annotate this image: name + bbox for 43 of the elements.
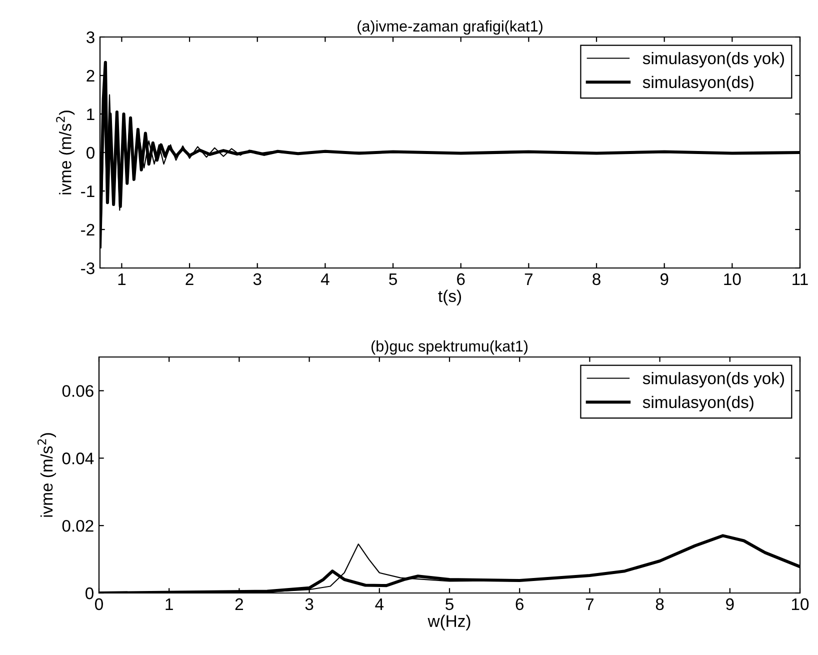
x-tick-label: 7 [524,273,532,285]
x-tick-label: 2 [235,598,243,610]
x-tick-label: 10 [792,598,809,610]
x-tick-label: 8 [656,598,664,610]
x-tick-label: 7 [586,598,594,610]
legend-label: simulasyon(ds) [642,76,754,92]
x-tick-label: 3 [305,598,314,610]
x-tick-label: 0 [95,598,103,610]
x-tick-label: 8 [592,273,600,286]
x-tick-label: 6 [457,273,465,286]
x-tick-label: 3 [253,273,262,286]
y-tick-label: 0 [86,146,94,159]
y-tick-label: 0 [86,587,94,600]
y-tick-label: -3 [81,262,94,274]
legend-label: simulasyon(ds yok) [642,52,784,68]
x-tick-label: 5 [446,598,454,610]
x-tick-label: 2 [186,273,194,285]
y-tick-label: -2 [81,224,94,236]
chart-title: (a)ivme-zaman grafigi(kat1) [358,20,542,35]
y-tick-label: 0.06 [62,385,94,397]
x-tick-label: 1 [166,598,173,610]
x-axis-title: t(s) [438,290,461,306]
y-tick-label: 0.02 [62,520,94,532]
x-tick-label: 9 [726,598,734,610]
x-tick-label: 10 [724,273,741,286]
y-tick-label: -1 [81,186,94,198]
x-tick-label: 5 [389,273,397,286]
x-tick-label: 1 [118,273,126,285]
y-tick-label: 0.04 [62,452,94,464]
y-tick-label: 3 [86,31,94,44]
x-tick-label: 4 [320,273,330,285]
x-tick-label: 9 [660,273,668,286]
x-tick-label: 6 [516,598,524,610]
y-axis-title: ivme (m/s$^{2}$) [56,110,75,194]
x-tick-label: 4 [375,598,384,610]
y-tick-label: 2 [86,70,94,82]
x-axis-title: w(Hz) [428,614,470,630]
y-axis-title: ivme (m/s$^{2}$) [37,433,56,517]
x-tick-label: 11 [792,273,808,285]
legend-label: simulasyon(ds yok) [642,372,784,388]
legend-label: simulasyon(ds) [642,396,754,412]
y-tick-label: 1 [87,108,94,120]
chart-title: (b)guc spektrumu(kat1) [371,340,528,355]
